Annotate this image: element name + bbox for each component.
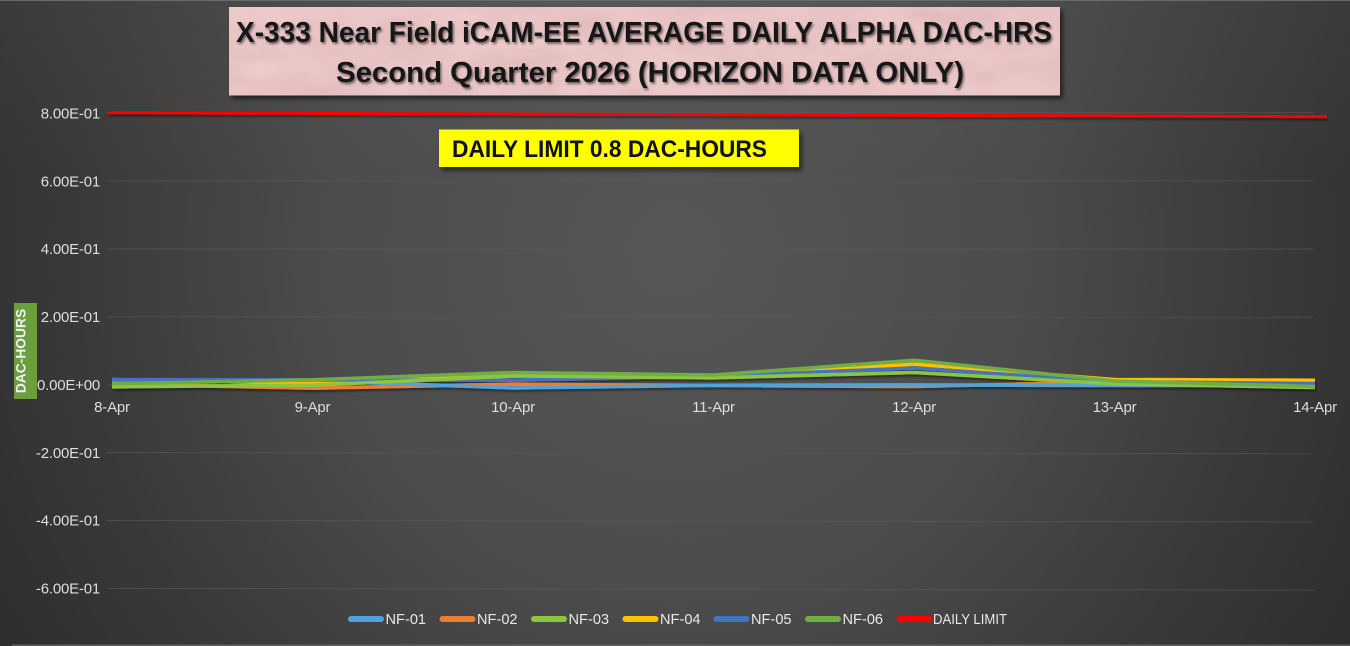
svg-text:NF-03: NF-03 xyxy=(569,612,610,628)
svg-text:11-Apr: 11-Apr xyxy=(692,399,735,416)
svg-text:6.00E-01: 6.00E-01 xyxy=(41,173,100,190)
svg-text:14-Apr: 14-Apr xyxy=(1293,399,1337,416)
svg-text:NF-05: NF-05 xyxy=(751,612,792,628)
svg-text:DAILY LIMIT: DAILY LIMIT xyxy=(933,612,1007,628)
svg-text:DAC-HOURS: DAC-HOURS xyxy=(14,309,29,393)
svg-text:NF-04: NF-04 xyxy=(660,612,701,628)
svg-text:-6.00E-01: -6.00E-01 xyxy=(36,581,100,598)
svg-text:9-Apr: 9-Apr xyxy=(295,399,331,416)
svg-text:NF-06: NF-06 xyxy=(843,612,884,628)
svg-text:-4.00E-01: -4.00E-01 xyxy=(36,513,100,530)
svg-text:Second Quarter 2026 (HORIZON D: Second Quarter 2026 (HORIZON DATA ONLY) xyxy=(336,57,964,89)
svg-text:X-333 Near Field iCAM-EE AVERA: X-333 Near Field iCAM-EE AVERAGE DAILY A… xyxy=(236,17,1052,49)
svg-text:NF-02: NF-02 xyxy=(477,612,518,628)
svg-text:2.00E-01: 2.00E-01 xyxy=(41,309,100,326)
svg-text:-2.00E-01: -2.00E-01 xyxy=(36,445,100,462)
svg-text:DAILY LIMIT 0.8 DAC-HOURS: DAILY LIMIT 0.8 DAC-HOURS xyxy=(452,136,767,163)
svg-text:8-Apr: 8-Apr xyxy=(94,399,130,416)
svg-text:0.00E+00: 0.00E+00 xyxy=(37,377,100,394)
svg-text:8.00E-01: 8.00E-01 xyxy=(41,106,100,123)
svg-text:4.00E-01: 4.00E-01 xyxy=(41,241,100,258)
svg-text:12-Apr: 12-Apr xyxy=(892,399,936,416)
svg-text:13-Apr: 13-Apr xyxy=(1093,399,1137,416)
svg-text:10-Apr: 10-Apr xyxy=(491,399,535,416)
svg-text:NF-01: NF-01 xyxy=(386,612,427,628)
